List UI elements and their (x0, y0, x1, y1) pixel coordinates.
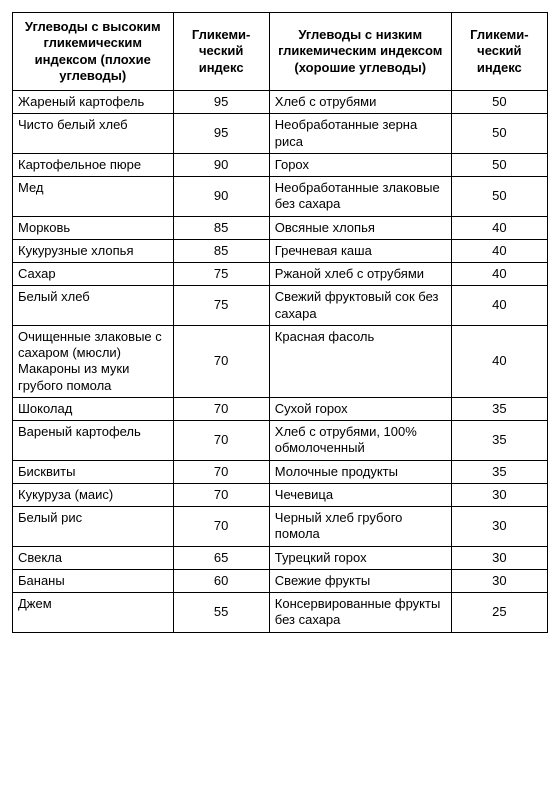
good-carb-name: Хлеб с отрубями (269, 91, 451, 114)
bad-carb-gi: 75 (173, 263, 269, 286)
col-header-good-gi: Гликеми-ческий индекс (451, 13, 547, 91)
table-row: Вареный картофель70Хлеб с отрубями, 100%… (13, 421, 548, 461)
good-carb-gi: 30 (451, 569, 547, 592)
good-carb-gi: 35 (451, 397, 547, 420)
bad-carb-name: Кукуруза (маис) (13, 483, 174, 506)
bad-carb-gi: 70 (173, 397, 269, 420)
good-carb-gi: 50 (451, 91, 547, 114)
good-carb-gi: 30 (451, 546, 547, 569)
bad-carb-name: Свекла (13, 546, 174, 569)
bad-carb-gi: 70 (173, 507, 269, 547)
good-carb-gi: 40 (451, 263, 547, 286)
table-row: Кукуруза (маис)70Чечевица30 (13, 483, 548, 506)
bad-carb-gi: 95 (173, 91, 269, 114)
bad-carb-gi: 75 (173, 286, 269, 326)
bad-carb-name: Джем (13, 593, 174, 633)
bad-carb-gi: 95 (173, 114, 269, 154)
good-carb-gi: 25 (451, 593, 547, 633)
bad-carb-gi: 70 (173, 460, 269, 483)
table-row: Бананы60Свежие фрукты30 (13, 569, 548, 592)
good-carb-gi: 30 (451, 507, 547, 547)
good-carb-gi: 50 (451, 153, 547, 176)
table-row: Картофельное пюре90Горох50 (13, 153, 548, 176)
table-row: Шоколад70Сухой горох35 (13, 397, 548, 420)
table-row: Джем55Консервированные фрукты без сахара… (13, 593, 548, 633)
table-row: Бисквиты70Молочные продукты35 (13, 460, 548, 483)
table-row: Белый рис70Черный хлеб грубого помола30 (13, 507, 548, 547)
bad-carb-name: Морковь (13, 216, 174, 239)
glycemic-index-table: Углеводы с высоким гликемическим индексо… (12, 12, 548, 633)
good-carb-name: Необработанные злаковые без сахара (269, 177, 451, 217)
good-carb-gi: 35 (451, 421, 547, 461)
bad-carb-gi: 90 (173, 177, 269, 217)
col-header-bad-carbs: Углеводы с высоким гликемическим индексо… (13, 13, 174, 91)
bad-carb-name: Белый рис (13, 507, 174, 547)
bad-carb-name: Очищенные злаковые с сахаром (мюсли) Мак… (13, 325, 174, 397)
bad-carb-gi: 90 (173, 153, 269, 176)
good-carb-name: Хлеб с отрубями, 100% обмолоченный (269, 421, 451, 461)
bad-carb-name: Кукурузные хлопья (13, 239, 174, 262)
good-carb-name: Необработанные зерна риса (269, 114, 451, 154)
good-carb-gi: 40 (451, 216, 547, 239)
bad-carb-gi: 70 (173, 483, 269, 506)
bad-carb-gi: 70 (173, 421, 269, 461)
bad-carb-gi: 55 (173, 593, 269, 633)
table-row: Морковь85Овсяные хлопья40 (13, 216, 548, 239)
good-carb-gi: 30 (451, 483, 547, 506)
good-carb-name: Турецкий горох (269, 546, 451, 569)
good-carb-gi: 50 (451, 177, 547, 217)
bad-carb-name: Картофельное пюре (13, 153, 174, 176)
bad-carb-gi: 85 (173, 239, 269, 262)
table-row: Свекла65Турецкий горох30 (13, 546, 548, 569)
table-body: Жареный картофель95Хлеб с отрубями50Чист… (13, 91, 548, 633)
table-row: Чисто белый хлеб95Необработанные зерна р… (13, 114, 548, 154)
good-carb-name: Черный хлеб грубого помола (269, 507, 451, 547)
bad-carb-name: Белый хлеб (13, 286, 174, 326)
table-header: Углеводы с высоким гликемическим индексо… (13, 13, 548, 91)
good-carb-name: Овсяные хлопья (269, 216, 451, 239)
good-carb-name: Свежий фруктовый сок без сахара (269, 286, 451, 326)
table-row: Сахар75Ржаной хлеб с отрубями40 (13, 263, 548, 286)
table-row: Мед90Необработанные злаковые без сахара5… (13, 177, 548, 217)
good-carb-name: Чечевица (269, 483, 451, 506)
table-row: Очищенные злаковые с сахаром (мюсли) Мак… (13, 325, 548, 397)
bad-carb-gi: 70 (173, 325, 269, 397)
table-row: Белый хлеб75Свежий фруктовый сок без сах… (13, 286, 548, 326)
bad-carb-name: Бисквиты (13, 460, 174, 483)
bad-carb-gi: 85 (173, 216, 269, 239)
good-carb-name: Молочные продукты (269, 460, 451, 483)
bad-carb-name: Шоколад (13, 397, 174, 420)
good-carb-name: Гречневая каша (269, 239, 451, 262)
good-carb-gi: 35 (451, 460, 547, 483)
table-row: Кукурузные хлопья85Гречневая каша40 (13, 239, 548, 262)
table-row: Жареный картофель95Хлеб с отрубями50 (13, 91, 548, 114)
bad-carb-name: Вареный картофель (13, 421, 174, 461)
bad-carb-name: Мед (13, 177, 174, 217)
bad-carb-name: Чисто белый хлеб (13, 114, 174, 154)
good-carb-gi: 50 (451, 114, 547, 154)
good-carb-name: Ржаной хлеб с отрубями (269, 263, 451, 286)
good-carb-gi: 40 (451, 239, 547, 262)
bad-carb-name: Жареный картофель (13, 91, 174, 114)
bad-carb-gi: 65 (173, 546, 269, 569)
good-carb-name: Красная фасоль (269, 325, 451, 397)
bad-carb-name: Бананы (13, 569, 174, 592)
col-header-good-carbs: Углеводы с низким гликемическим индексом… (269, 13, 451, 91)
bad-carb-gi: 60 (173, 569, 269, 592)
bad-carb-name: Сахар (13, 263, 174, 286)
good-carb-gi: 40 (451, 325, 547, 397)
good-carb-name: Горох (269, 153, 451, 176)
col-header-bad-gi: Гликеми-ческий индекс (173, 13, 269, 91)
good-carb-name: Сухой горох (269, 397, 451, 420)
good-carb-gi: 40 (451, 286, 547, 326)
good-carb-name: Свежие фрукты (269, 569, 451, 592)
good-carb-name: Консервированные фрукты без сахара (269, 593, 451, 633)
